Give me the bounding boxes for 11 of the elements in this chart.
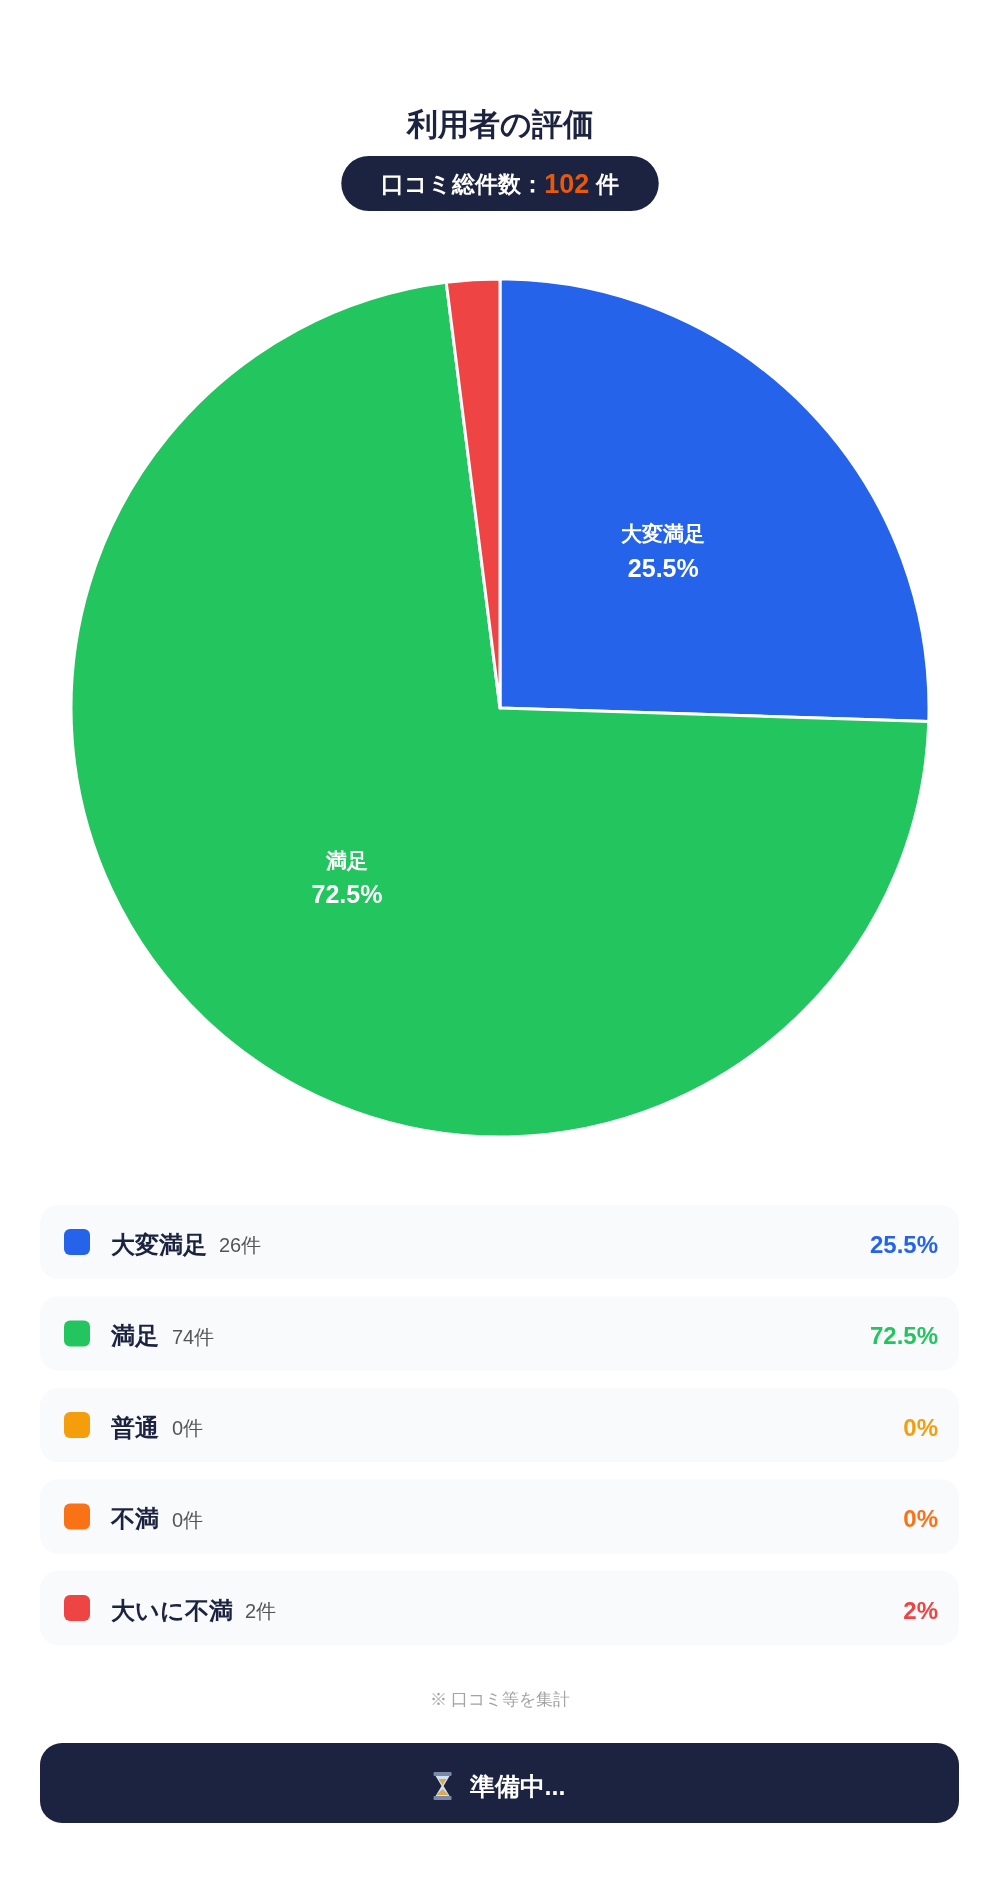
legend-label: 大変満足 xyxy=(111,1230,207,1258)
note: ※ 口コミ等を集計 xyxy=(429,1689,571,1709)
legend-label: 不満 xyxy=(110,1505,159,1532)
legend-label: 満足 xyxy=(110,1322,159,1349)
button: 準備中... xyxy=(40,1743,959,1823)
legend-label: 大いに不満 xyxy=(111,1596,233,1624)
subtitle: 口コミ総件数：102 件 xyxy=(341,156,659,211)
chart-subtitle: 口コミ総件数：102 件 xyxy=(381,169,619,199)
legend-label: 普通 xyxy=(110,1413,159,1441)
title: 利用者の評価 xyxy=(406,106,594,142)
data-label: 2% xyxy=(903,1596,938,1624)
